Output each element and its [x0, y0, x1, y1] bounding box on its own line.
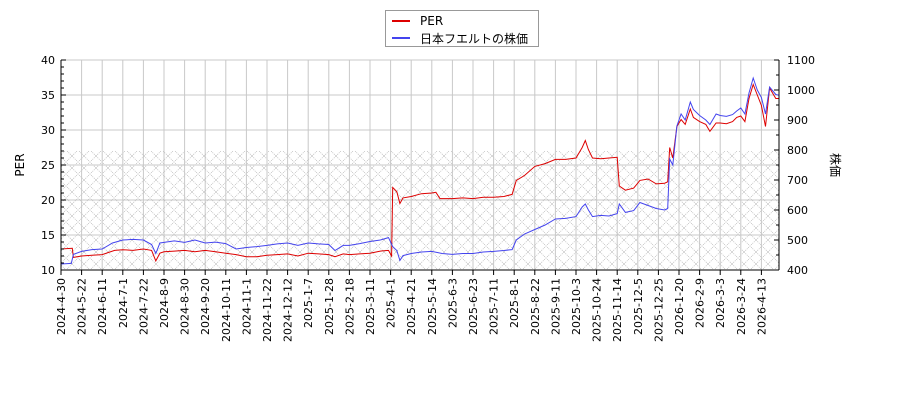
x-tick-label: 2025-12-25 [652, 278, 665, 342]
left-tick-label: 25 [41, 159, 55, 172]
legend: PER 日本フエルトの株価 [385, 10, 539, 47]
left-tick-label: 10 [41, 264, 55, 277]
x-tick-label: 2025-4-21 [405, 278, 418, 335]
x-tick-label: 2024-4-30 [55, 278, 68, 335]
left-axis-ticks: 10 15 20 25 30 35 40 [41, 54, 66, 277]
left-tick-label: 35 [41, 89, 55, 102]
x-tick-label: 2025-6-3 [446, 278, 459, 328]
right-tick-label: 900 [787, 114, 808, 127]
x-tick-label: 2026-4-13 [755, 278, 768, 335]
x-tick-label: 2025-10-24 [591, 278, 604, 342]
x-tick-label: 2026-1-20 [673, 278, 686, 335]
x-tick-label: 2024-12-12 [282, 278, 295, 342]
x-tick-label: 2025-4-1 [385, 278, 398, 328]
x-tick-label: 2025-8-1 [508, 278, 521, 328]
x-tick-label: 2025-2-18 [343, 278, 356, 335]
x-tick-label: 2024-6-11 [96, 278, 109, 335]
x-tick-label: 2025-1-28 [323, 278, 336, 335]
x-tick-label: 2024-5-22 [76, 278, 89, 335]
data-series [61, 76, 779, 265]
x-tick-label: 2025-9-11 [549, 278, 562, 335]
x-tick-label: 2026-2-9 [694, 278, 707, 328]
legend-item-price: 日本フエルトの株価 [392, 30, 528, 46]
x-tick-label: 2026-3-3 [714, 278, 727, 328]
x-tick-label: 2025-7-11 [488, 278, 501, 335]
grid-lines [60, 59, 779, 271]
x-tick-label: 2024-8-9 [158, 278, 171, 328]
left-axis-title: PER [13, 153, 27, 176]
right-tick-label: 500 [787, 234, 808, 247]
right-axis-title: 株価 [828, 153, 843, 177]
x-tick-label: 2025-12-5 [632, 278, 645, 335]
x-tick-label: 2025-5-14 [426, 278, 439, 335]
x-tick-label: 2024-7-1 [117, 278, 130, 328]
x-tick-label: 2024-8-30 [179, 278, 192, 335]
right-tick-label: 700 [787, 174, 808, 187]
x-tick-label: 2024-7-22 [137, 278, 150, 335]
right-tick-label: 1000 [787, 84, 815, 97]
right-tick-label: 400 [787, 264, 808, 277]
left-tick-label: 20 [41, 194, 55, 207]
x-tick-label: 2024-11-1 [240, 278, 253, 335]
left-tick-label: 40 [41, 54, 55, 67]
x-tick-label: 2025-11-14 [611, 278, 624, 342]
x-tick-label: 2024-11-22 [261, 278, 274, 342]
legend-label-per: PER [420, 14, 444, 28]
x-axis-ticks: 2024-4-30 2024-5-22 2024-6-11 2024-7-1 2024-… [55, 270, 768, 342]
per-line [61, 82, 779, 263]
x-tick-label: 2025-8-22 [529, 278, 542, 335]
right-tick-label: 800 [787, 144, 808, 157]
legend-item-per: PER [392, 13, 443, 29]
x-tick-label: 2025-3-11 [364, 278, 377, 335]
left-tick-label: 30 [41, 124, 55, 137]
legend-swatch-per [392, 20, 410, 22]
x-tick-label: 2025-6-23 [467, 278, 480, 335]
legend-label-price: 日本フエルトの株価 [420, 31, 529, 46]
x-tick-label: 2025-1-7 [302, 278, 315, 328]
x-tick-label: 2024-10-11 [220, 278, 233, 342]
right-tick-label: 1100 [787, 54, 815, 67]
x-tick-label: 2024-9-20 [199, 278, 212, 335]
stock-price-line [61, 76, 779, 265]
right-tick-label: 600 [787, 204, 808, 217]
x-tick-label: 2025-10-3 [570, 278, 583, 335]
x-tick-label: 2026-3-24 [735, 278, 748, 335]
legend-swatch-price [392, 37, 410, 39]
right-axis-ticks: 400 500 600 700 800 900 1000 1100 [774, 54, 815, 277]
left-tick-label: 15 [41, 229, 55, 242]
